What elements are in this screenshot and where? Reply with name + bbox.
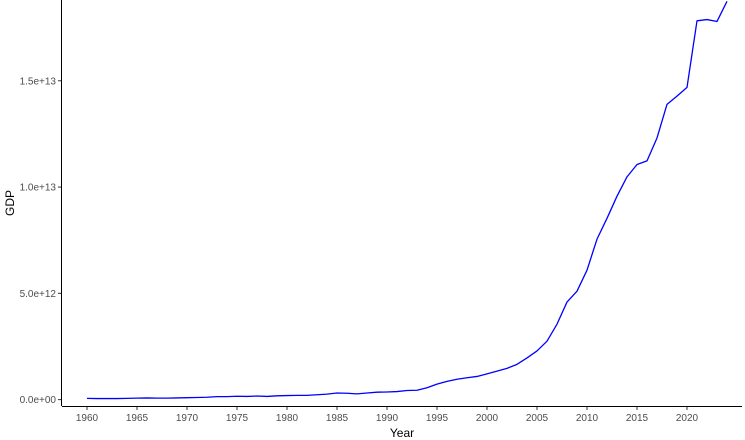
x-tick-label: 2010 [576,413,599,424]
y-axis-ticks: 0.0e+00 5.0e+12 1.0e+13 1.5e+13 [20,76,62,406]
y-tick-label: 1.5e+13 [20,76,57,87]
x-tick-label: 1995 [426,413,449,424]
x-axis-title: Year [390,426,414,440]
x-tick-label: 1970 [176,413,199,424]
x-tick-label: 1990 [376,413,399,424]
x-tick-label: 1980 [276,413,299,424]
y-axis-title: GDP [3,190,17,216]
x-tick-label: 1965 [126,413,149,424]
y-tick-label: 1.0e+13 [20,183,57,194]
x-tick-label: 2015 [626,413,649,424]
y-tick-label: 0.0e+00 [20,395,57,406]
x-tick-label: 1960 [76,413,99,424]
x-tick-label: 1985 [326,413,349,424]
gdp-series-line [86,0,728,400]
x-tick-label: 2000 [476,413,499,424]
y-tick-label: 5.0e+12 [20,289,57,300]
x-tick-label: 1975 [226,413,249,424]
x-tick-label: 2005 [526,413,549,424]
x-axis-ticks: 1960 1965 1970 1975 1980 1985 1990 1995 2000 2005… [76,406,699,424]
x-tick-label: 2020 [676,413,699,424]
